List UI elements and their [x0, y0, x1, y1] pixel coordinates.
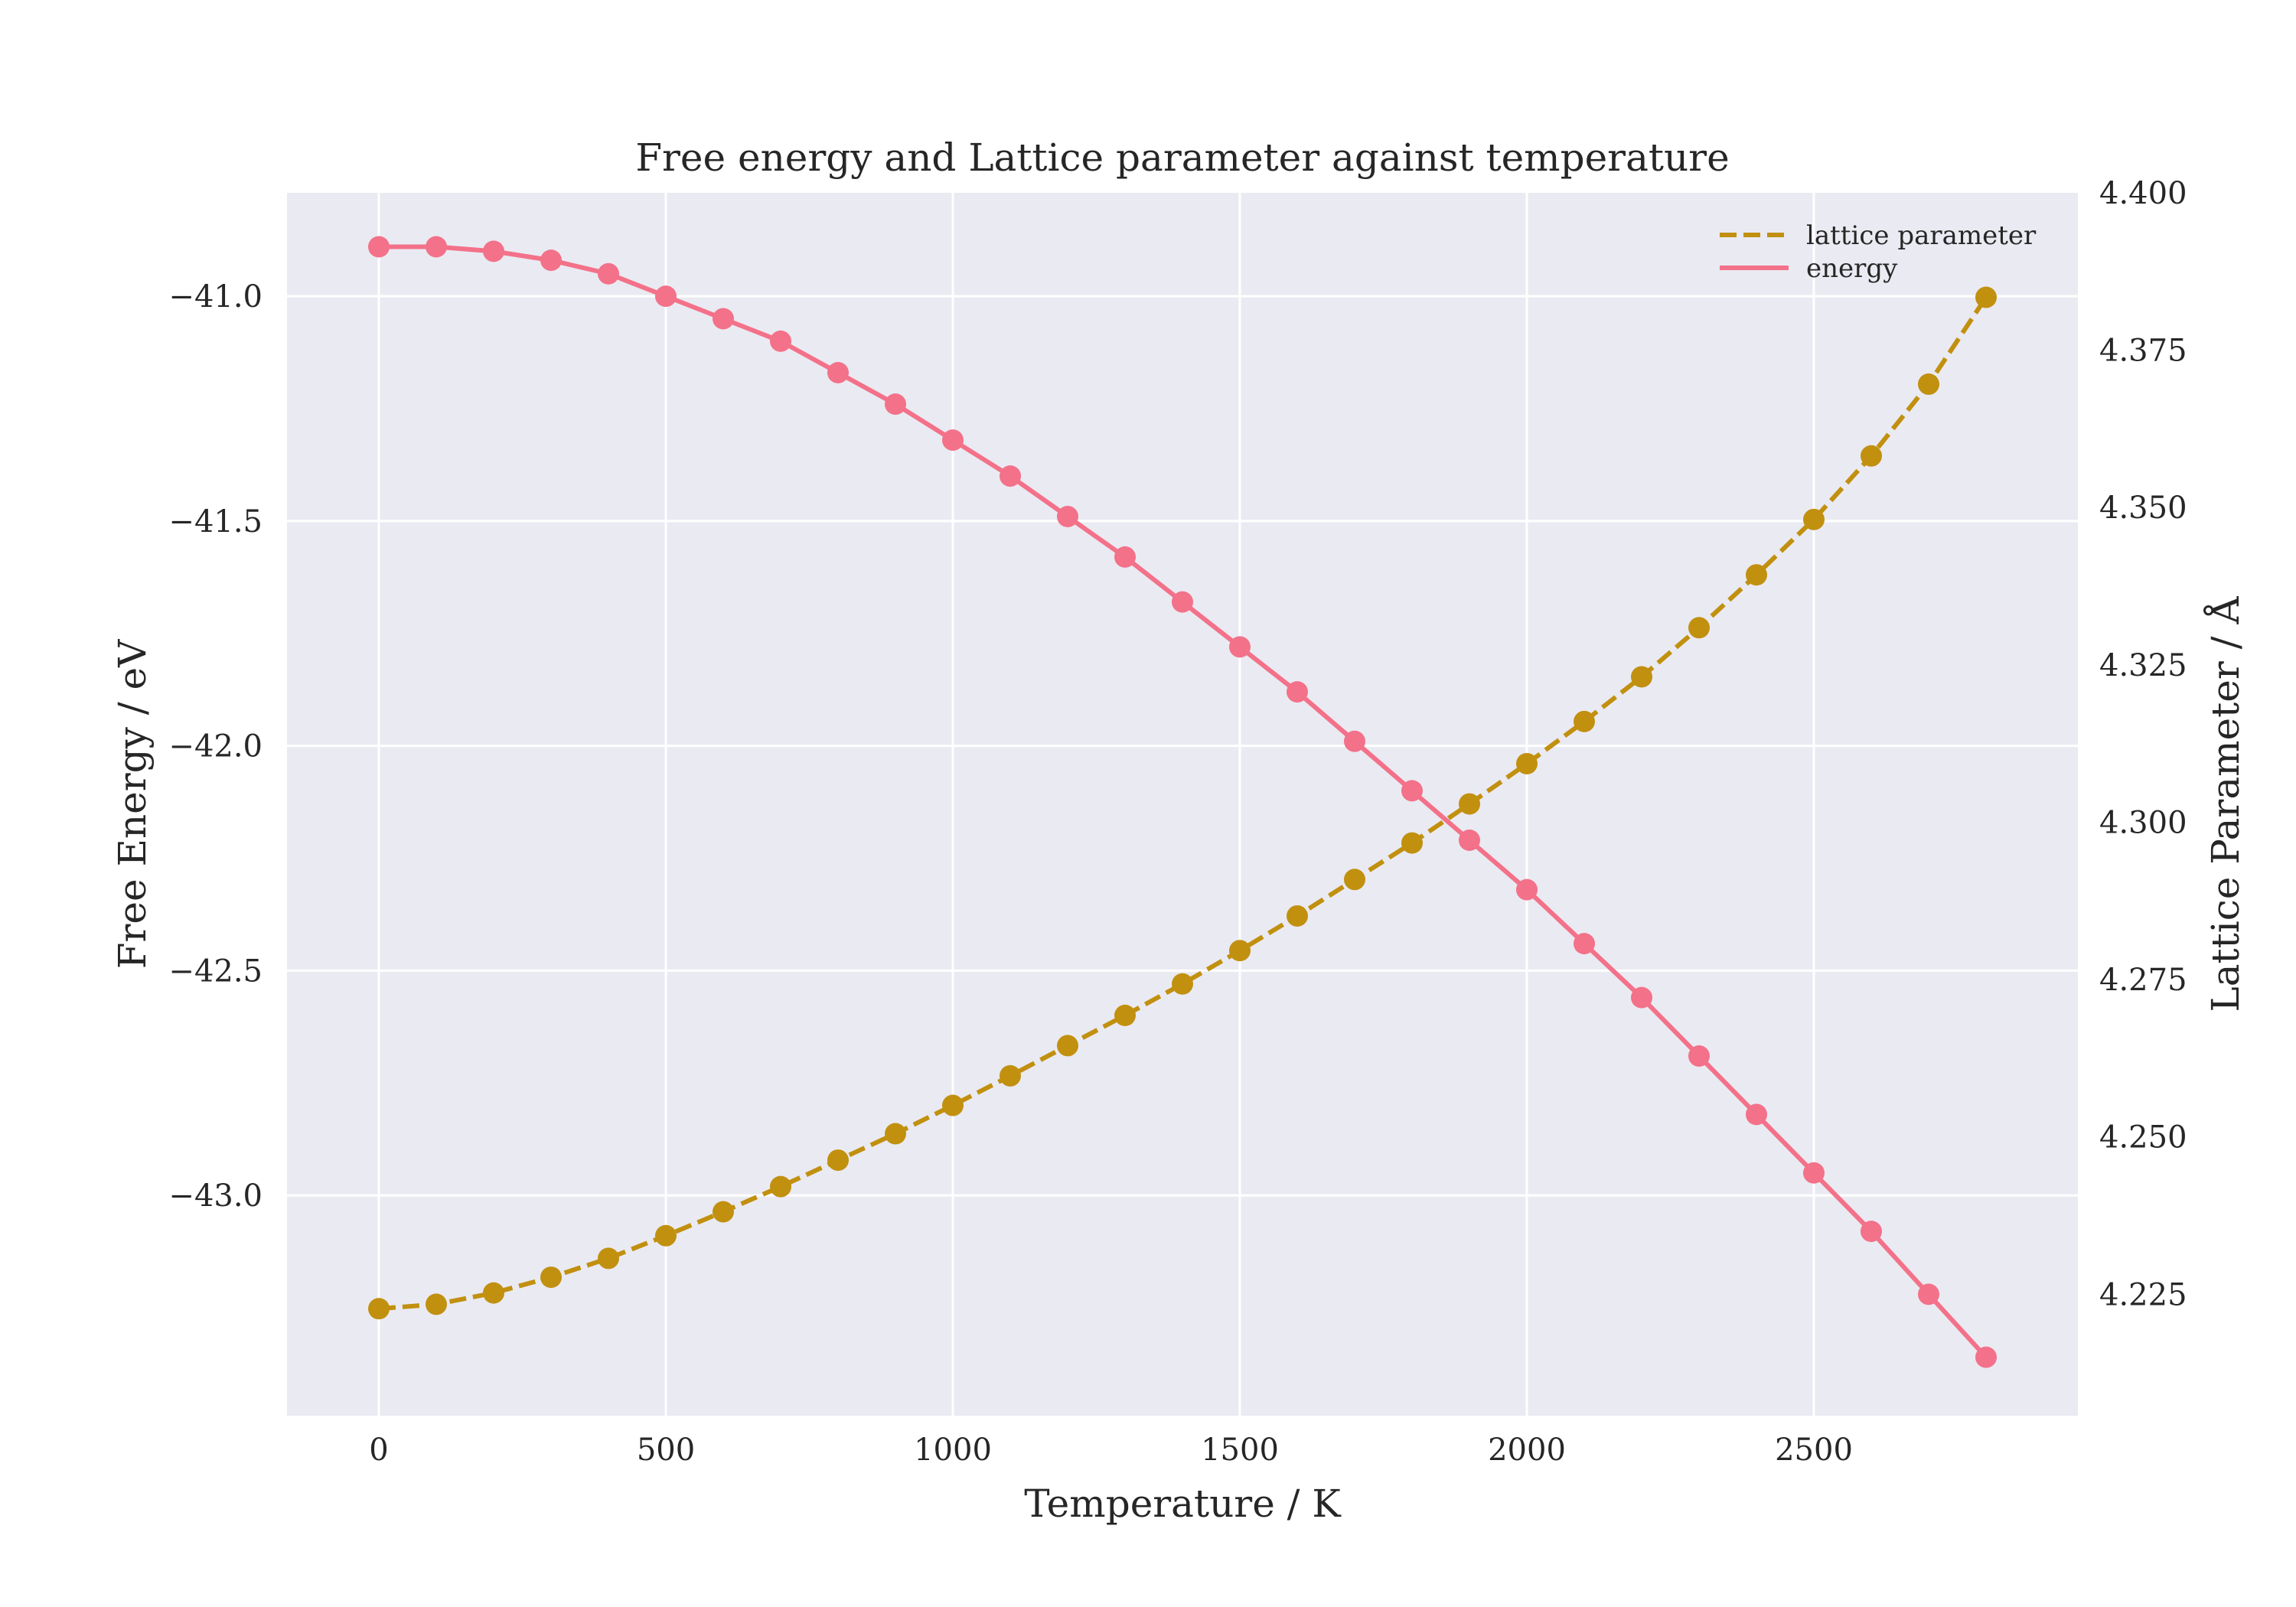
lattice-line: [378, 295, 1988, 1312]
y-tick-label: −41.5: [168, 504, 263, 539]
y-right-tick-label: 4.375: [2099, 334, 2187, 369]
legend-label-lattice: lattice parameter: [1806, 220, 2037, 251]
energy-point: [1344, 730, 1365, 752]
lattice-point: [598, 1247, 619, 1270]
lattice-point: [713, 1201, 734, 1223]
energy-point: [426, 236, 447, 258]
energy-point: [1459, 830, 1480, 851]
lattice-point: [1114, 1004, 1136, 1026]
energy-point: [1057, 506, 1078, 527]
lattice-point: [483, 1282, 504, 1304]
lattice-point: [1287, 905, 1308, 927]
x-tick-label: 2500: [1775, 1433, 1853, 1468]
energy-point: [1516, 878, 1538, 901]
energy-point: [1688, 1045, 1710, 1067]
y-right-tick-label: 4.275: [2099, 963, 2187, 998]
lattice-point: [1631, 666, 1652, 688]
lattice-point: [1861, 445, 1882, 467]
energy-point: [1975, 1346, 1997, 1368]
lattice-point: [540, 1266, 562, 1289]
x-tick-label: 0: [369, 1433, 388, 1468]
energy-point: [1574, 933, 1595, 955]
lattice-point: [1975, 286, 1997, 308]
lattice-point: [655, 1224, 677, 1247]
energy-point: [1861, 1221, 1882, 1243]
lattice-point: [426, 1293, 447, 1315]
series-points: [368, 236, 1997, 1368]
energy-point: [1401, 780, 1423, 802]
lattice-point: [1803, 508, 1825, 530]
lattice-point: [1000, 1064, 1021, 1087]
lattice-point: [1918, 373, 1939, 396]
x-tick-label: 500: [637, 1433, 695, 1468]
energy-point: [1287, 681, 1308, 703]
lattice-point: [1057, 1035, 1078, 1057]
y-right-tick-label: 4.400: [2099, 176, 2187, 211]
energy-point: [713, 308, 734, 330]
lattice-point: [1401, 832, 1423, 854]
ticks: 0 500 1000 1500 2000 2500 −41.0 −41.5 −42.0 −42.5…: [168, 176, 2187, 1468]
energy-point: [885, 393, 906, 416]
energy-point: [1746, 1103, 1767, 1126]
x-tick-label: 1500: [1201, 1433, 1279, 1468]
lattice-point: [1746, 564, 1767, 586]
energy-point: [598, 262, 619, 285]
energy-point: [1172, 591, 1193, 613]
y-tick-label: −42.0: [168, 729, 263, 764]
energy-point: [827, 362, 849, 383]
energy-point: [1114, 546, 1136, 568]
lattice-point: [1344, 869, 1365, 891]
y-right-tick-label: 4.250: [2099, 1120, 2187, 1156]
lattice-point: [1172, 973, 1193, 995]
y-tick-label: −41.0: [168, 279, 263, 315]
legend: lattice parameter energy: [1720, 220, 2037, 284]
energy-point: [1229, 636, 1251, 658]
energy-point: [942, 429, 964, 451]
lattice-point: [885, 1123, 906, 1145]
energy-point: [1803, 1162, 1825, 1184]
energy-point: [770, 330, 791, 352]
chart-title: Free energy and Lattice parameter agains…: [635, 135, 1729, 180]
x-axis-label: Temperature / K: [1024, 1482, 1342, 1526]
energy-point: [540, 249, 562, 272]
lattice-point: [1516, 752, 1538, 774]
energy-point: [1000, 465, 1021, 487]
x-tick-label: 1000: [914, 1433, 992, 1468]
plot-area: [287, 193, 2078, 1416]
legend-label-energy: energy: [1806, 253, 1898, 284]
y-tick-label: −42.5: [168, 953, 263, 989]
lattice-point: [368, 1298, 390, 1320]
y-right-tick-label: 4.225: [2099, 1277, 2187, 1312]
energy-point: [1918, 1283, 1939, 1305]
lattice-point: [827, 1149, 849, 1172]
lattice-point: [1229, 940, 1251, 962]
energy-point: [655, 285, 677, 308]
y-right-tick-label: 4.300: [2099, 805, 2187, 840]
x-tick-label: 2000: [1488, 1433, 1566, 1468]
y-axis-label-right: Lattice Parameter / Å: [2203, 596, 2248, 1012]
lattice-point: [1688, 617, 1710, 639]
lattice-point: [1459, 793, 1480, 815]
y-tick-label: −43.0: [168, 1178, 263, 1214]
grid: [287, 193, 2078, 1416]
energy-point: [483, 240, 504, 262]
energy-point: [368, 236, 390, 258]
lattice-point: [942, 1094, 964, 1116]
y-axis-label: Free Energy / eV: [110, 639, 155, 969]
y-right-tick-label: 4.325: [2099, 648, 2187, 683]
y-right-tick-label: 4.350: [2099, 491, 2187, 526]
lattice-point: [1574, 710, 1595, 732]
lattice-point: [770, 1175, 791, 1198]
energy-point: [1631, 986, 1652, 1009]
